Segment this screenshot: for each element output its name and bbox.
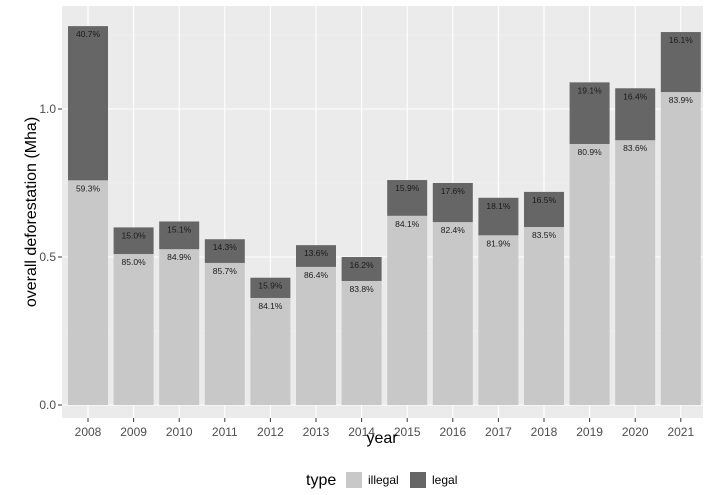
bar-segment-illegal [250,297,291,405]
legend-label-illegal: illegal [368,473,399,487]
bar-segment-legal [296,245,336,267]
x-tick-label: 2018 [531,425,558,439]
bar-segment-illegal [478,235,519,405]
x-axis-title: year [366,430,398,447]
bar-segment-legal [341,257,382,281]
bar-segment-illegal [113,254,154,405]
data-label-legal: 16.1% [669,35,694,45]
x-tick-label: 2015 [394,425,421,439]
bar-segment-legal [68,26,108,181]
bar-segment-illegal [432,222,473,405]
bar-segment-illegal [660,92,701,406]
data-label-legal: 14.3% [213,242,238,252]
data-label-illegal: 85.7% [213,266,238,276]
y-tick-label: 0.0 [39,398,56,412]
data-label-legal: 16.5% [532,195,557,205]
bar-segment-legal [159,221,200,250]
data-label-illegal: 84.1% [258,301,283,311]
x-tick-label: 2012 [257,425,284,439]
bar-segment-illegal [68,180,108,405]
bar-segment-legal [660,32,701,93]
bar-segment-illegal [387,215,428,405]
data-label-legal: 15.9% [258,281,283,291]
bar-segment-illegal [341,280,382,405]
x-tick-label: 2011 [212,425,238,439]
legend: type illegal legal [306,472,457,489]
bar-segment-legal [478,197,519,236]
x-tick-label: 2016 [439,425,466,439]
bar-segment-legal [569,82,610,144]
data-label-illegal: 83.5% [532,230,557,240]
bar-segment-illegal [296,266,336,405]
x-tick-label: 2008 [75,425,102,439]
data-label-illegal: 86.4% [304,270,329,280]
percent-labels-layer: 40.7% 59.3% 15.0% 85.0% 15.1% 84.9% 14.3% 85.7%… [76,29,693,311]
data-label-legal: 17.6% [441,186,466,196]
data-label-legal: 15.9% [395,183,420,193]
data-label-legal: 15.0% [122,230,147,240]
bar-segment-illegal [569,143,610,405]
bars-layer [68,26,701,406]
data-label-legal: 13.6% [304,248,329,258]
y-axis-title: overall deforestation (Mha) [23,117,40,307]
data-label-illegal: 82.4% [441,225,466,235]
x-tick-label: 2019 [576,425,603,439]
data-label-illegal: 83.9% [669,95,694,105]
data-label-illegal: 59.3% [76,183,101,193]
bar-segment-legal [615,88,656,141]
x-tick-label: 2021 [667,425,694,439]
bar-segment-legal [524,191,564,228]
y-tick-label: 0.5 [39,250,56,264]
data-label-illegal: 85.0% [122,257,147,267]
bar-segment-legal [250,277,291,298]
data-label-illegal: 80.9% [578,147,603,157]
x-tick-label: 2014 [348,425,375,439]
bar-segment-illegal [159,249,200,405]
x-tick-label: 2017 [485,425,512,439]
x-tick-label: 2010 [166,425,193,439]
data-label-illegal: 84.1% [395,219,420,229]
data-label-illegal: 83.6% [623,143,648,153]
data-label-legal: 19.1% [578,85,603,95]
x-tick-label: 2009 [120,425,147,439]
bar-segment-legal [204,239,245,263]
data-label-illegal: 84.9% [167,252,192,262]
bar-segment-illegal [204,262,245,405]
legend-title: type [306,472,336,489]
x-axis-ticks: 2008 2009 2010 2011 2012 2013 2014 2015 2016 2017… [75,418,694,439]
bar-segment-illegal [524,227,564,405]
legend-label-legal: legal [432,473,457,487]
bar-segment-legal [432,183,473,223]
data-label-illegal: 81.9% [486,238,511,248]
y-axis-ticks: 0.0 0.5 1.0 [39,102,62,412]
data-label-legal: 18.1% [486,201,511,211]
data-label-legal: 16.2% [350,260,375,270]
legend-swatch-legal [410,472,426,488]
x-tick-label: 2020 [622,425,649,439]
legend-swatch-illegal [346,472,362,488]
bar-segment-illegal [615,140,656,405]
y-tick-label: 1.0 [39,102,56,116]
bar-segment-legal [387,180,428,216]
data-label-legal: 15.1% [167,224,192,234]
bar-segment-legal [113,227,154,255]
data-label-legal: 16.4% [623,91,648,101]
x-tick-label: 2013 [303,425,330,439]
data-label-legal: 40.7% [76,29,101,39]
data-label-illegal: 83.8% [350,284,375,294]
